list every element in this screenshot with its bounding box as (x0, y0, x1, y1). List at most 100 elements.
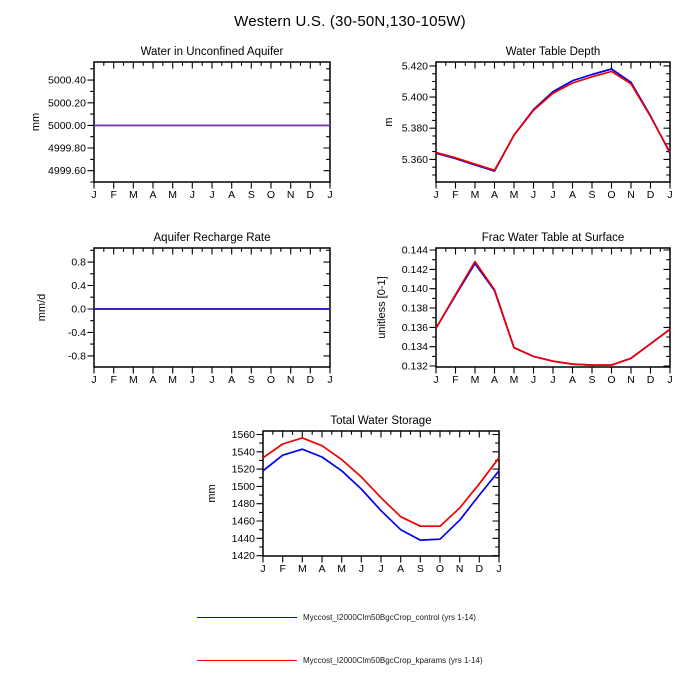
plot-frame (93, 247, 331, 368)
x-tick-label: A (569, 189, 576, 201)
y-tick-label: 0.132 (402, 361, 428, 373)
y-axis-label: mm/d (36, 294, 48, 322)
y-axis-label: mm (206, 484, 218, 502)
x-tick-label: D (476, 563, 484, 575)
x-tick-label: S (417, 563, 424, 575)
series-line-kparams (262, 437, 500, 528)
y-tick-label: 0.138 (402, 303, 428, 315)
series-line-control (262, 448, 500, 541)
x-tick-label: J (190, 374, 195, 386)
x-tick-label: F (279, 563, 285, 575)
x-tick-label: M (298, 563, 307, 575)
y-tick-label: 5.380 (402, 123, 428, 135)
y-tick-label: 0.142 (402, 264, 428, 276)
x-tick-label: A (228, 189, 235, 201)
x-tick-label: J (433, 189, 438, 201)
y-tick-label: 0.4 (71, 280, 86, 292)
axis-ticks-outward (87, 68, 331, 189)
y-tick-label: 5.420 (402, 60, 428, 72)
y-tick-label: 5000.40 (48, 75, 86, 87)
x-tick-label: J (327, 189, 332, 201)
x-tick-label: J (550, 374, 555, 386)
x-tick-label: J (550, 189, 555, 201)
x-tick-label: M (337, 563, 346, 575)
y-tick-label: 5.360 (402, 154, 428, 166)
x-tick-label: J (91, 189, 96, 201)
page-title: Western U.S. (30-50N,130-105W) (234, 13, 466, 30)
x-tick-label: M (168, 374, 177, 386)
x-tick-label: A (318, 563, 325, 575)
x-tick-label: D (307, 189, 315, 201)
kparams-legend-label: Myccost_I2000Clm50BgcCrop_kparams (yrs 1… (303, 655, 483, 665)
x-tick-label: F (452, 374, 458, 386)
x-tick-label: M (129, 374, 138, 386)
y-tick-label: 0.0 (71, 303, 86, 315)
y-tick-label: 5000.00 (48, 120, 86, 132)
x-tick-label: J (667, 374, 672, 386)
y-tick-label: 0.134 (402, 341, 428, 353)
plot-frame (262, 430, 500, 557)
y-tick-label: 5.400 (402, 92, 428, 104)
y-axis-label: m (383, 117, 395, 126)
axis-ticks-inward (93, 248, 331, 357)
x-tick-label: J (91, 374, 96, 386)
legend-item-kparams: Myccost_I2000Clm50BgcCrop_kparams (yrs 1… (197, 655, 483, 665)
y-axis-label: unitless [0-1] (376, 276, 388, 338)
x-tick-label: F (110, 189, 116, 201)
x-tick-label: S (248, 374, 255, 386)
panel-title: Total Water Storage (330, 415, 431, 427)
y-tick-label: 1440 (232, 533, 256, 545)
plot-frame (435, 247, 671, 368)
plot-frame (435, 61, 671, 183)
x-tick-label: O (267, 189, 275, 201)
x-tick-label: J (531, 374, 536, 386)
x-tick-label: N (627, 374, 635, 386)
panel-title: Water in Unconfined Aquifer (141, 46, 284, 58)
axis-ticks-inward (435, 62, 671, 176)
x-tick-label: N (287, 374, 295, 386)
x-tick-label: J (531, 189, 536, 201)
x-tick-label: M (510, 374, 519, 386)
x-tick-label: D (307, 374, 315, 386)
x-tick-label: J (378, 563, 383, 575)
x-tick-label: F (110, 374, 116, 386)
x-tick-label: S (248, 189, 255, 201)
panel-title: Aquifer Recharge Rate (154, 232, 271, 244)
axis-ticks-outward (256, 433, 500, 563)
y-tick-label: 0.140 (402, 283, 428, 295)
axis-ticks-inward (93, 62, 331, 183)
x-tick-label: O (607, 374, 615, 386)
y-tick-label: 1520 (232, 464, 256, 476)
x-tick-label: J (496, 563, 501, 575)
x-tick-label: A (491, 189, 498, 201)
x-tick-label: A (491, 374, 498, 386)
legend-item-control: Myccost_I2000Clm50BgcCrop_control (yrs 1… (197, 612, 476, 622)
panel-title: Water Table Depth (506, 46, 601, 58)
y-axis-label: mm (30, 113, 42, 131)
x-tick-label: O (436, 563, 444, 575)
x-tick-label: J (433, 374, 438, 386)
y-tick-label: -0.8 (68, 350, 86, 362)
x-tick-label: F (452, 189, 458, 201)
x-tick-label: M (471, 374, 480, 386)
series-line-control (435, 68, 671, 172)
x-tick-label: J (327, 374, 332, 386)
control-legend-label: Myccost_I2000Clm50BgcCrop_control (yrs 1… (303, 612, 476, 622)
x-tick-label: O (267, 374, 275, 386)
x-tick-label: J (190, 189, 195, 201)
x-tick-label: A (149, 189, 156, 201)
x-tick-label: M (129, 189, 138, 201)
y-tick-label: 1560 (232, 429, 256, 441)
y-tick-label: 0.136 (402, 322, 428, 334)
x-tick-label: N (456, 563, 464, 575)
axis-ticks-inward (435, 248, 671, 367)
x-tick-label: M (510, 189, 519, 201)
x-tick-label: D (647, 374, 655, 386)
x-tick-label: J (209, 374, 214, 386)
